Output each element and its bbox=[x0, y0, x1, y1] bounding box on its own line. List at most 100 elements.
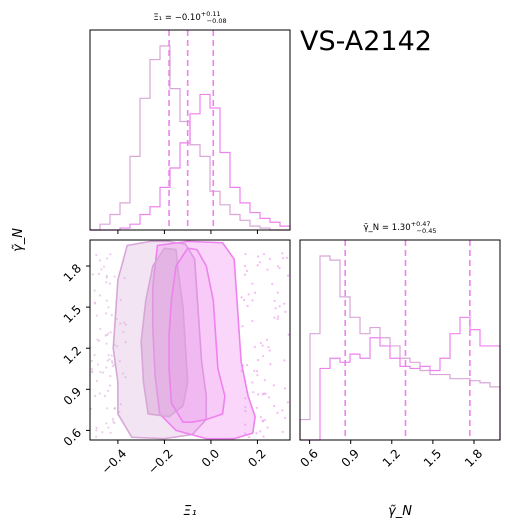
scatter-point bbox=[273, 404, 276, 408]
scatter-point bbox=[284, 310, 287, 313]
panel-frame bbox=[89, 29, 291, 231]
scatter-point bbox=[123, 321, 126, 324]
scatter-point bbox=[281, 409, 284, 412]
scatter-point bbox=[244, 432, 247, 435]
scatter-point bbox=[110, 313, 113, 317]
y-axis-label: γ̃_N bbox=[11, 228, 26, 252]
scatter-point bbox=[103, 394, 107, 398]
scatter-point bbox=[268, 349, 271, 352]
scatter-point bbox=[258, 261, 261, 264]
scatter-point bbox=[255, 432, 258, 435]
scatter-point bbox=[118, 359, 121, 363]
scatter-point bbox=[124, 323, 127, 326]
scatter-point bbox=[283, 302, 286, 305]
xi1-histogram-panel: Ξ₁ = −0.10+0.11 −0.08 bbox=[89, 10, 291, 234]
scatter-point bbox=[97, 339, 101, 342]
x-tick-label-0: 0.6 bbox=[298, 446, 321, 469]
contour-panel: −0.4 −0.2 0.0 0.2 0.6 0.9 1.2 1.5 1.8 Ξ₁ γ̃_N bbox=[11, 228, 291, 519]
scatter-point bbox=[108, 384, 112, 387]
scatter-point bbox=[276, 265, 280, 268]
y-tick-label-4: 1.8 bbox=[61, 261, 84, 284]
scatter-point bbox=[268, 257, 271, 260]
panel-title-upper: +0.47 bbox=[411, 220, 431, 228]
scatter-point bbox=[90, 371, 93, 374]
scatter-point bbox=[111, 365, 114, 368]
scatter-point bbox=[109, 331, 112, 334]
scatter-point bbox=[95, 253, 98, 257]
x-tick-label-2: 1.2 bbox=[380, 446, 403, 469]
scatter-point bbox=[252, 391, 255, 394]
scatter-point bbox=[251, 282, 254, 285]
x-tick-label-0: −0.4 bbox=[99, 446, 130, 477]
scatter-point bbox=[267, 346, 270, 349]
scatter-point bbox=[243, 264, 247, 268]
scatter-point bbox=[106, 359, 109, 362]
scatter-point bbox=[246, 305, 249, 308]
scatter-point bbox=[283, 359, 286, 362]
scatter-point bbox=[97, 272, 100, 275]
scatter-point bbox=[256, 359, 260, 362]
panel-frame bbox=[299, 239, 501, 441]
scatter-point bbox=[256, 393, 260, 396]
y-tick-label-2: 1.2 bbox=[61, 343, 84, 366]
scatter-point bbox=[259, 341, 262, 345]
scatter-point bbox=[105, 257, 109, 260]
scatter-point bbox=[251, 299, 254, 302]
scatter-point bbox=[108, 358, 111, 361]
scatter-point bbox=[266, 426, 269, 429]
scatter-point bbox=[283, 387, 287, 390]
scatter-point bbox=[247, 293, 250, 296]
y-tick-label-1: 0.9 bbox=[61, 385, 84, 408]
scatter-point bbox=[112, 420, 115, 423]
x-tick-label-4: 1.8 bbox=[462, 446, 485, 469]
scatter-point bbox=[124, 341, 127, 344]
scatter-point bbox=[266, 268, 269, 271]
scatter-point bbox=[123, 277, 126, 280]
scatter-point bbox=[253, 369, 256, 372]
scatter-point bbox=[278, 305, 281, 308]
scatter-point bbox=[276, 317, 279, 320]
scatter-point bbox=[99, 370, 102, 374]
scatter-point bbox=[105, 281, 108, 284]
scatter-point bbox=[259, 415, 262, 419]
scatter-point bbox=[251, 320, 254, 323]
contour-inner-1 bbox=[168, 247, 226, 423]
scatter-point bbox=[276, 411, 279, 414]
scatter-point bbox=[98, 294, 102, 297]
scatter-point bbox=[107, 354, 110, 357]
scatter-point bbox=[281, 257, 285, 260]
scatter-point bbox=[243, 273, 247, 276]
panel-title-lower: −0.08 bbox=[207, 17, 227, 25]
scatter-point bbox=[102, 265, 106, 268]
scatter-point bbox=[107, 426, 110, 429]
scatter-point bbox=[98, 259, 102, 262]
scatter-point bbox=[272, 384, 276, 387]
scatter-point bbox=[105, 276, 108, 279]
scatter-point bbox=[109, 431, 112, 434]
scatter-point bbox=[104, 312, 108, 315]
histogram-series-0 bbox=[299, 255, 501, 440]
gamma-histogram-panel: γ̃_N = 1.30+0.47 −0.45 0.6 0.9 1.2 1.5 1.8 γ̃_N bbox=[298, 220, 501, 519]
figure-title: VS-A2142 bbox=[300, 26, 432, 57]
scatter-point bbox=[113, 421, 116, 425]
scatter-point bbox=[244, 405, 247, 409]
scatter-point bbox=[107, 306, 110, 309]
scatter-point bbox=[253, 345, 256, 349]
scatter-point bbox=[105, 299, 108, 302]
scatter-point bbox=[244, 397, 247, 400]
histogram-series-1 bbox=[300, 316, 501, 441]
contour-plot-area bbox=[90, 240, 290, 440]
scatter-point bbox=[110, 354, 113, 357]
scatter-point bbox=[284, 416, 287, 419]
panel-title: Ξ₁ = −0.10+0.11 −0.08 bbox=[153, 10, 226, 25]
panel-title-text: γ̃_N = 1.30 bbox=[364, 223, 411, 233]
scatter-point bbox=[93, 394, 97, 397]
scatter-point bbox=[286, 274, 290, 277]
scatter-point bbox=[124, 376, 127, 379]
scatter-point bbox=[244, 409, 247, 413]
scatter-point bbox=[278, 266, 281, 270]
scatter-point bbox=[256, 264, 259, 267]
scatter-point bbox=[255, 406, 258, 409]
scatter-point bbox=[243, 299, 246, 302]
